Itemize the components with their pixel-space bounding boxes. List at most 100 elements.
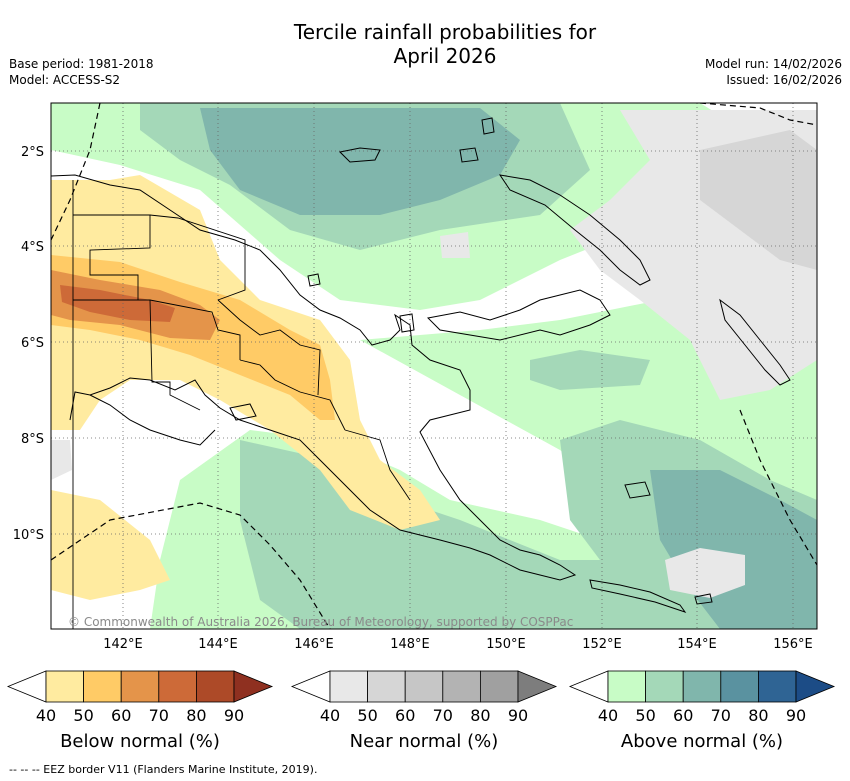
below-40-southwest [51, 490, 170, 600]
longitude-labels: 142°E 144°E 146°E 148°E 150°E 152°E 154°… [103, 637, 813, 652]
colorbar-swatch [607, 670, 646, 703]
model-name: Model: ACCESS-S2 [9, 73, 121, 87]
near-40-southeast [665, 548, 745, 598]
eez-north [51, 103, 101, 241]
lon-label-150e: 150°E [486, 637, 526, 652]
colorbar-tick-label: 70 [149, 706, 169, 725]
eez-northeast [699, 103, 817, 126]
eez-southwest [51, 502, 331, 629]
lat-label-8s: 8°S [21, 432, 44, 447]
colorbar-tick-label: 50 [635, 706, 655, 725]
run-info: Model run: 14/02/2026 Issued: 16/02/2026 [705, 56, 842, 88]
title-line-1: Tercile rainfall probabilities for [293, 20, 597, 44]
colorbar-swatch [404, 670, 444, 703]
central-border [344, 429, 411, 501]
east-sepik-border [149, 214, 246, 301]
coastlines [51, 117, 791, 613]
island-north-4 [399, 313, 415, 333]
colorbar-over-triangle [795, 670, 836, 703]
near-40-north-patch [440, 232, 470, 258]
colorbar-swatch [758, 670, 797, 703]
below-normal-regions [51, 175, 440, 600]
lon-label-154e: 154°E [677, 637, 717, 652]
lat-label-2s: 2°S [21, 145, 44, 160]
near-40-west [51, 440, 72, 480]
colorbar-tick-label: 60 [111, 706, 131, 725]
lon-label-144e: 144°E [198, 637, 238, 652]
new-ireland-coast [498, 174, 651, 286]
island-north-3 [307, 273, 321, 287]
new-guinea-coast [51, 174, 577, 581]
map-border [50, 102, 818, 630]
base-period: Base period: 1981-2018 [9, 57, 154, 71]
enga-border [149, 299, 241, 360]
colorbar-swatch [682, 670, 722, 703]
above-50-east [530, 350, 650, 390]
lat-label-10s: 10°S [13, 528, 44, 543]
colorbar-swatch [367, 670, 406, 703]
colorbar-under-triangle [568, 670, 609, 703]
colorbar-tick-label: 60 [673, 706, 693, 725]
model-info: Base period: 1981-2018 Model: ACCESS-S2 [9, 56, 154, 88]
model-run-date: Model run: 14/02/2026 [704, 57, 842, 71]
colorbar-under-triangle [6, 670, 47, 703]
near-50-northeast [700, 130, 817, 270]
colorbar-under-triangle [290, 670, 331, 703]
eez-footnote: -- -- -- EEZ border V11 (Flanders Marine… [9, 763, 318, 776]
lon-label-142e: 142°E [103, 637, 143, 652]
colorbar-over-triangle [233, 670, 274, 703]
bougainville-coast [719, 298, 791, 386]
western-border [73, 299, 201, 411]
island-southeast-chain [589, 579, 687, 613]
colorbar-title: Below normal (%) [60, 731, 220, 752]
colorbar-swatch [83, 670, 122, 703]
colorbar-tick-label: 80 [748, 706, 768, 725]
colorbar-tick-label: 90 [508, 706, 528, 725]
colorbar-swatch [645, 670, 684, 703]
colorbar-tick-label: 40 [598, 706, 618, 725]
colorbar-2: 40 50 60 70 80 90 Near normal (%) [290, 670, 558, 752]
lon-label-152e: 152°E [582, 637, 622, 652]
colorbar-swatch [442, 670, 481, 703]
lon-label-156e: 156°E [773, 637, 813, 652]
colorbar-tick-label: 90 [786, 706, 806, 725]
title-line-2: April 2026 [393, 44, 497, 68]
colorbar-over-triangle [517, 670, 558, 703]
manus-coast [338, 147, 381, 163]
island-south-1 [229, 403, 257, 421]
colorbar-swatch [195, 670, 235, 703]
colorbar-swatch [720, 670, 759, 703]
lon-label-146e: 146°E [294, 637, 334, 652]
lon-label-148e: 148°E [390, 637, 430, 652]
colorbar-tick-label: 50 [357, 706, 377, 725]
lat-label-6s: 6°S [21, 336, 44, 351]
colorbar-tick-label: 60 [395, 706, 415, 725]
gulf-border [239, 359, 346, 431]
island-east-1 [624, 481, 651, 499]
colorbar-tick-label: 50 [73, 706, 93, 725]
issued-date: Issued: 16/02/2026 [726, 73, 842, 87]
colorbar-tick-label: 70 [711, 706, 731, 725]
highlands-borders [217, 299, 321, 396]
colorbar-swatch [120, 670, 160, 703]
colorbar-tick-label: 90 [224, 706, 244, 725]
latitude-labels: 2°S 4°S 6°S 8°S 10°S [13, 145, 44, 543]
colorbar-tick-label: 40 [320, 706, 340, 725]
colorbar-swatch [329, 670, 368, 703]
lat-label-4s: 4°S [21, 240, 44, 255]
colorbar-tick-label: 40 [36, 706, 56, 725]
colorbar-swatch [45, 670, 84, 703]
colorbar-title: Above normal (%) [621, 731, 783, 752]
new-britain-coast [426, 289, 611, 341]
colorbar-tick-label: 80 [470, 706, 490, 725]
island-north-2 [459, 147, 479, 163]
above-normal-regions [51, 103, 817, 629]
map-frame: © Commonwealth of Australia 2026, Bureau… [51, 103, 817, 629]
eez-borders [51, 103, 817, 629]
near-normal-regions [51, 110, 817, 598]
island-east-2 [694, 593, 713, 605]
